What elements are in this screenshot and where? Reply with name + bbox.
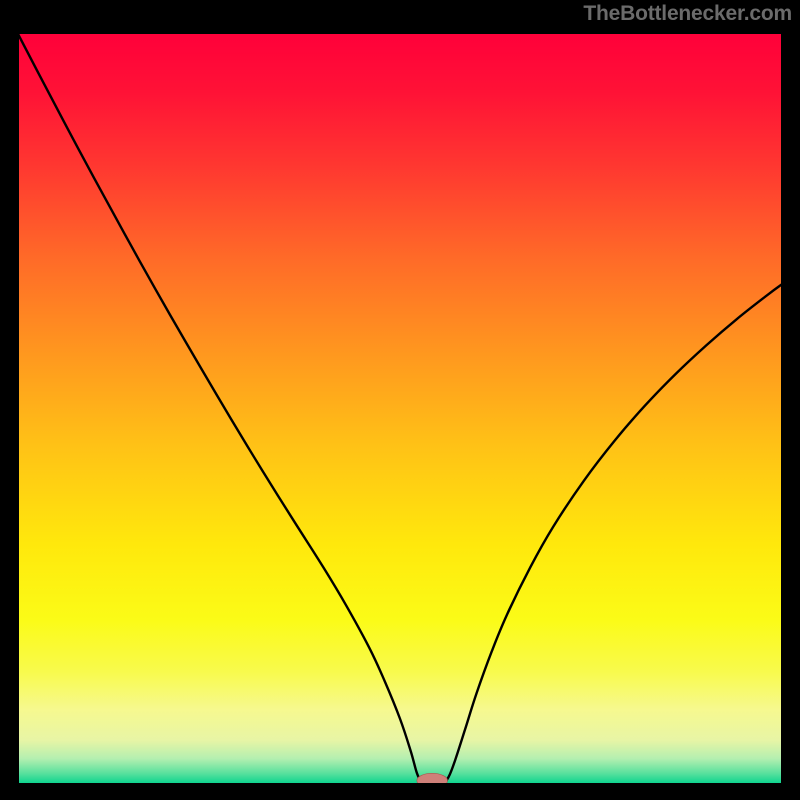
bottleneck-chart <box>17 32 783 785</box>
chart-svg <box>17 32 783 785</box>
image-frame: TheBottlenecker.com <box>0 0 800 800</box>
chart-background <box>17 32 783 785</box>
watermark-text: TheBottlenecker.com <box>583 2 792 26</box>
